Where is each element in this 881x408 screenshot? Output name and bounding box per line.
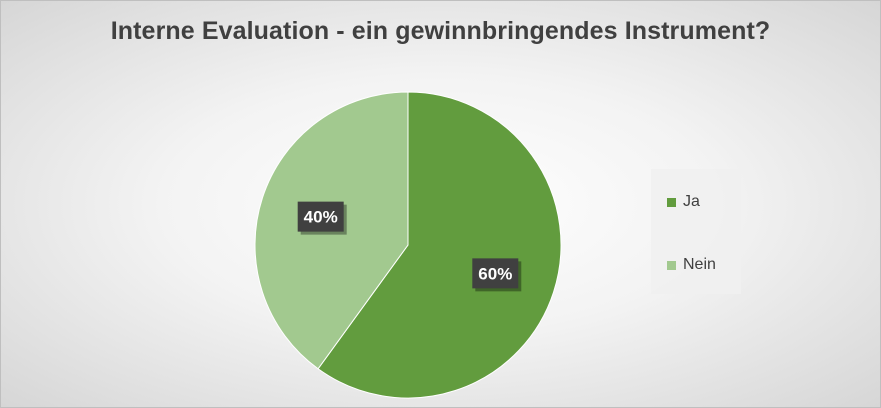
chart-title: Interne Evaluation - ein gewinnbringende… — [110, 17, 771, 45]
legend-label-nein: Nein — [683, 256, 716, 273]
legend-swatch-ja — [667, 197, 676, 207]
legend-item-nein: Nein — [667, 255, 716, 275]
legend-label-ja: Ja — [683, 193, 700, 210]
legend: Ja Nein — [651, 169, 741, 294]
legend-item-ja: Ja — [667, 192, 700, 212]
data-label-nein: 40% — [297, 201, 347, 235]
pie-data-labels: 60% 40% — [297, 201, 522, 292]
pie-slice-ja — [317, 91, 562, 399]
data-label-text: 60% — [478, 264, 512, 283]
pie-slices — [254, 91, 562, 399]
data-label-box — [297, 201, 344, 232]
data-label-ja: 60% — [472, 258, 522, 292]
legend-swatch-nein — [667, 260, 676, 270]
data-label-text: 40% — [304, 208, 338, 227]
data-label-box — [472, 258, 519, 289]
